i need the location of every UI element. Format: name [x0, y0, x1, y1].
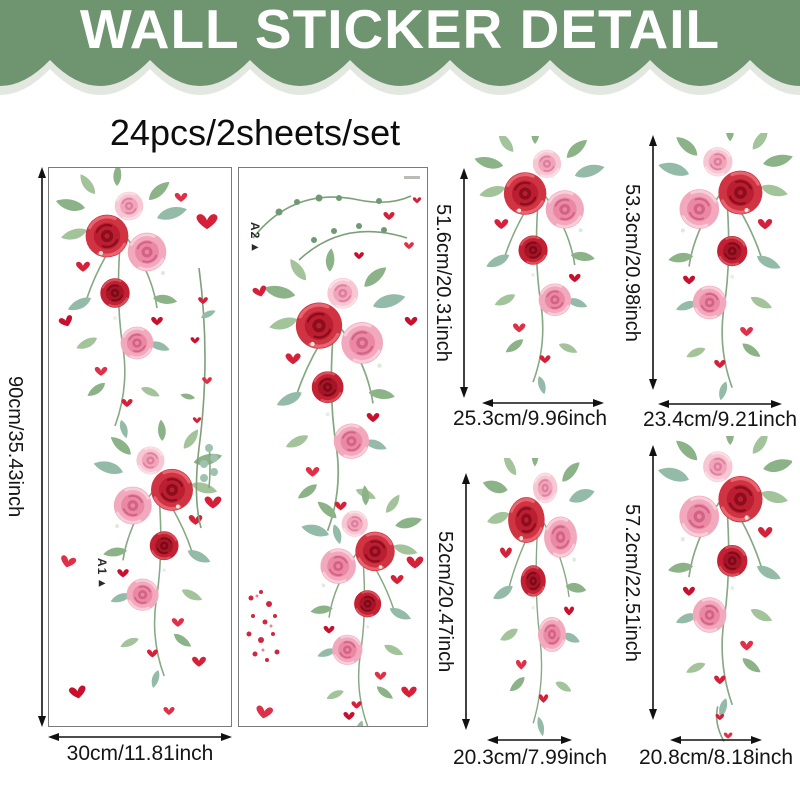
sticker-sheet-2: A2▸ — [238, 167, 428, 727]
header-banner: WALL STICKER DETAIL — [0, 0, 800, 60]
page-title: WALL STICKER DETAIL — [79, 0, 721, 60]
floral2-height-label: 53.3cm/20.98inch — [621, 183, 643, 342]
sheet2-code-mark — [404, 176, 420, 179]
floral3-height-label: 52cm/20.47inch — [434, 530, 456, 673]
floral1-height-arrow — [460, 168, 468, 398]
floral1-width-arrow — [482, 399, 604, 407]
floral-panel-1: 51.6cm/20.31inch 25.3cm/9.96inch — [430, 133, 610, 430]
floral1-artwork — [474, 136, 606, 394]
sheet1-artwork — [49, 168, 231, 715]
floral-panel-4: 57.2cm/22.51inch 20.8cm/8.18inch — [615, 430, 800, 780]
floral3-width-label: 20.3cm/7.99inch — [452, 746, 608, 769]
floral-panel-2: 53.3cm/20.98inch 23.4cm/9.21inch — [615, 128, 800, 431]
floral-panel-3: 52cm/20.47inch 20.3cm/7.99inch — [432, 455, 612, 780]
floral1-width-label: 25.3cm/9.96inch — [452, 407, 608, 430]
sticker-sheet-1: A1▸ — [48, 167, 232, 727]
scallop-edge — [0, 56, 800, 95]
floral3-width-arrow — [487, 736, 572, 744]
floral3-height-arrow — [462, 473, 470, 730]
floral4-width-label: 20.8cm/8.18inch — [638, 746, 794, 769]
floral1-height-label: 51.6cm/20.31inch — [432, 204, 454, 362]
sheet1-height-arrow — [38, 167, 46, 727]
sheet1-width-label: 30cm/11.81inch — [66, 742, 214, 765]
sheet2-artwork — [246, 194, 427, 726]
floral2-width-arrow — [658, 400, 782, 408]
sheet2-marker: A2▸ — [248, 222, 262, 255]
sheet1-height-label: 90cm/35.43inch — [4, 376, 26, 518]
floral4-height-arrow — [649, 445, 657, 720]
floral2-artwork — [655, 133, 795, 400]
floral4-artwork — [658, 436, 792, 742]
sheet1-marker: A1▸ — [95, 558, 109, 591]
floral4-height-label: 57.2cm/22.51inch — [621, 503, 643, 662]
floral2-width-label: 23.4cm/9.21inch — [642, 408, 798, 431]
sheet1-width-arrow — [48, 733, 232, 741]
floral3-artwork — [476, 458, 602, 736]
floral2-height-arrow — [649, 135, 657, 390]
floral4-width-arrow — [670, 736, 762, 744]
set-info-text: 24pcs/2sheets/set — [109, 112, 401, 153]
